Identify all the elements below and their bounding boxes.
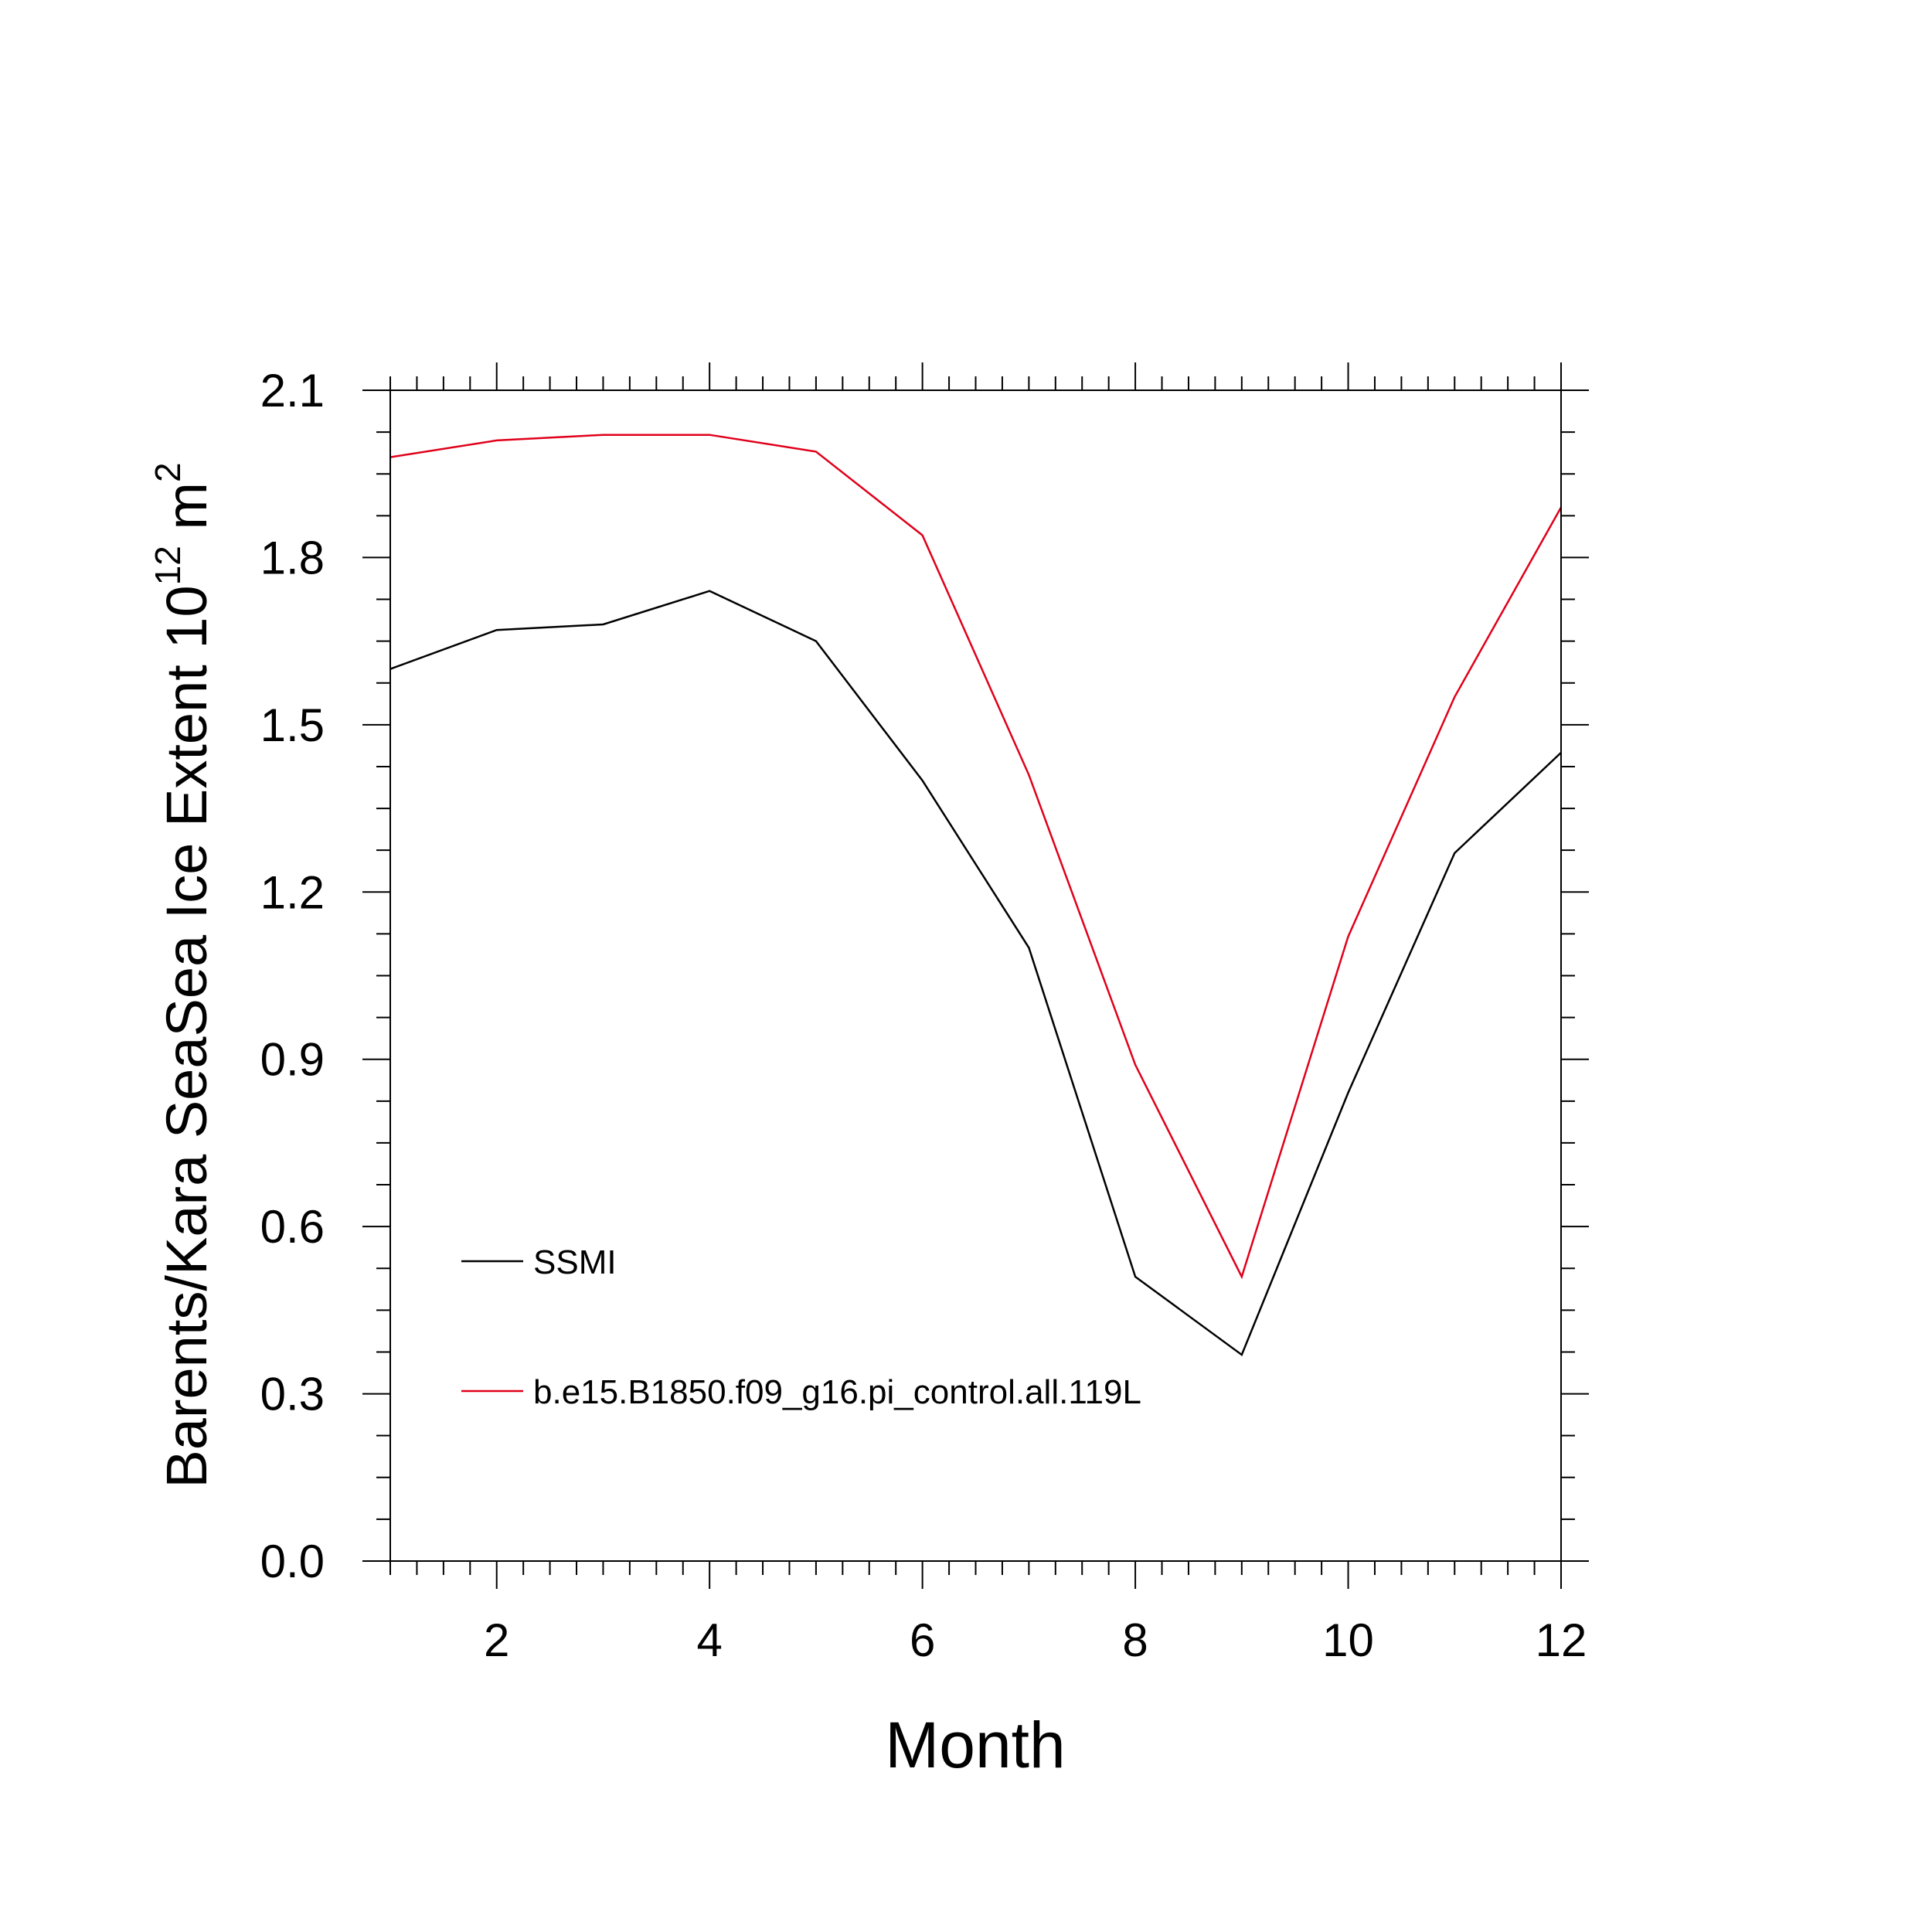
y-tick-label: 0.6 [260,1201,325,1253]
y-tick-label: 2.1 [260,365,325,417]
y-tick-label: 0.0 [260,1536,325,1587]
y-axis-label-unit-exponent: 2 [148,462,188,482]
plot-frame [389,389,1562,1562]
x-tick-label: 12 [1536,1614,1587,1666]
series-line-2 [389,434,1563,1280]
y-tick-label: 0.3 [260,1369,325,1420]
y-tick-label: 1.2 [260,866,325,918]
y-axis-label-text: Barents/Kara SeaSea Ice Extent 10 [155,585,219,1488]
y-tick-label: 1.8 [260,532,325,583]
y-axis-label: Barents/Kara SeaSea Ice Extent 1012 m2 [148,462,219,1488]
series-lines [389,434,1563,1357]
x-axis-tick-labels: 2 4 6 8 10 12 [484,1614,1587,1666]
x-tick-label: 6 [910,1614,935,1666]
x-tick-label: 2 [484,1614,509,1666]
y-axis-label-exponent: 12 [148,546,188,585]
x-axis-ticks [389,362,1562,1589]
y-tick-label: 0.9 [260,1034,325,1086]
legend: SSMI b.e15.B1850.f09_g16.pi_control.all.1… [461,1243,1141,1411]
series-line-1 [389,590,1562,1357]
x-axis-label: Month [885,1709,1065,1781]
legend-label: b.e15.B1850.f09_g16.pi_control.all.119L [533,1373,1141,1411]
x-tick-label: 10 [1322,1614,1374,1666]
y-axis-label-unit: m [155,482,219,546]
y-axis-tick-labels: 0.0 0.3 0.6 0.9 1.2 1.5 1.8 2.1 [260,365,325,1587]
y-axis-ticks [362,389,1589,1562]
x-tick-label: 4 [696,1614,722,1666]
y-tick-label: 1.5 [260,699,325,751]
legend-label: SSMI [533,1243,617,1281]
x-tick-label: 8 [1122,1614,1148,1666]
